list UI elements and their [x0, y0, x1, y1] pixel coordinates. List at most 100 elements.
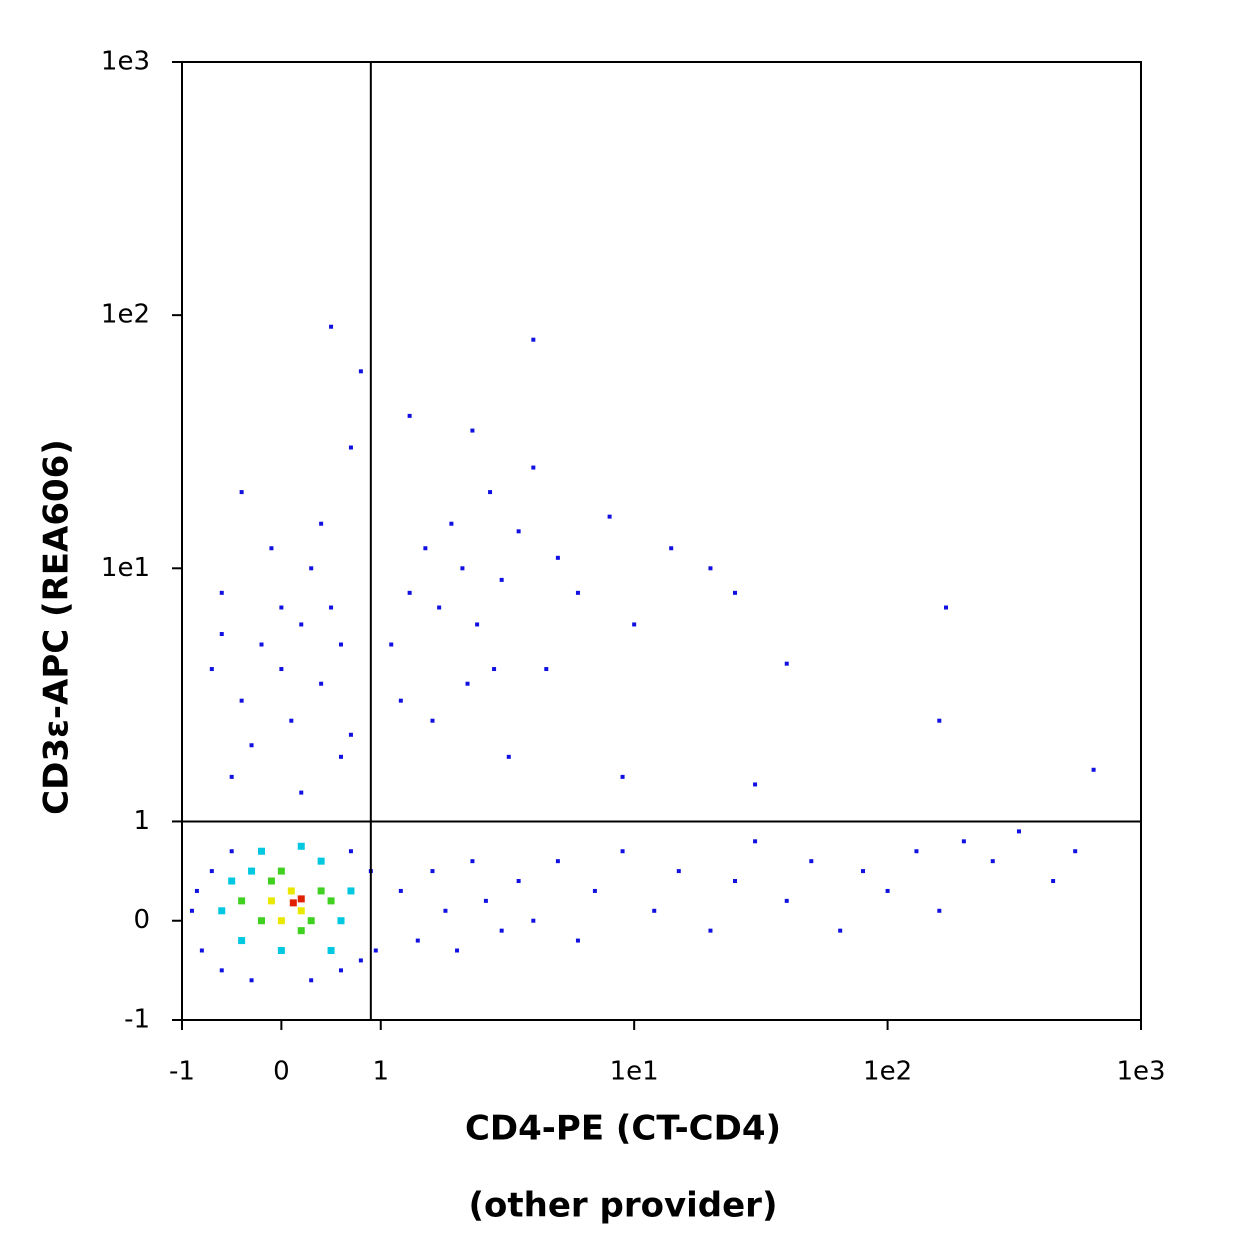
x-tick-label: 1 — [372, 1057, 389, 1087]
data-point — [229, 774, 234, 779]
data-point — [809, 859, 814, 864]
data-point — [307, 917, 315, 925]
data-point — [219, 968, 224, 973]
data-point — [506, 754, 511, 759]
data-point — [753, 839, 758, 844]
data-point — [348, 445, 353, 450]
data-point — [575, 938, 580, 943]
data-point — [258, 917, 266, 925]
data-point — [297, 927, 305, 935]
data-point — [516, 879, 521, 884]
data-point — [277, 947, 285, 955]
data-point — [455, 948, 460, 953]
data-point — [337, 917, 345, 925]
data-point — [499, 928, 504, 933]
data-point — [531, 337, 536, 342]
data-point — [259, 642, 264, 647]
data-point — [407, 413, 412, 418]
data-point — [277, 917, 285, 925]
data-point — [239, 698, 244, 703]
data-point — [317, 887, 325, 895]
data-point — [249, 978, 254, 983]
data-point — [437, 605, 442, 610]
data-point — [248, 867, 256, 875]
y-tick-label: -1 — [124, 1005, 150, 1035]
data-point — [885, 888, 890, 893]
x-tick-label: -1 — [169, 1057, 195, 1087]
data-point — [398, 698, 403, 703]
data-point — [339, 642, 344, 647]
data-point — [373, 948, 378, 953]
data-point — [209, 667, 214, 672]
data-point — [289, 718, 294, 723]
data-point — [238, 897, 246, 905]
data-point — [488, 490, 493, 495]
data-point — [733, 590, 738, 595]
data-point — [309, 566, 314, 571]
data-point — [544, 667, 549, 672]
data-point — [277, 867, 285, 875]
data-point — [733, 879, 738, 884]
data-point — [319, 521, 324, 526]
data-point — [415, 938, 420, 943]
y-tick-label: 1e1 — [101, 553, 150, 583]
data-point — [575, 590, 580, 595]
data-point — [555, 859, 560, 864]
data-point — [620, 849, 625, 854]
data-point — [329, 324, 334, 329]
data-point — [784, 661, 789, 666]
data-point — [267, 877, 275, 885]
data-point — [652, 908, 657, 913]
data-point — [267, 897, 275, 905]
data-point — [990, 859, 995, 864]
y-tick-label: 0 — [133, 905, 150, 935]
data-point — [229, 849, 234, 854]
plot-frame — [181, 61, 1142, 1021]
data-point — [287, 887, 295, 895]
data-point — [607, 514, 612, 519]
data-point — [228, 877, 236, 885]
data-point — [914, 849, 919, 854]
data-point — [258, 847, 266, 855]
data-point — [669, 546, 674, 551]
data-point — [269, 546, 274, 551]
data-point — [299, 790, 304, 795]
data-point — [708, 928, 713, 933]
data-point — [838, 928, 843, 933]
data-point — [219, 632, 224, 637]
data-point — [470, 859, 475, 864]
data-point — [279, 605, 284, 610]
data-point — [339, 968, 344, 973]
data-point — [289, 899, 297, 907]
data-point — [194, 888, 199, 893]
data-point — [937, 718, 942, 723]
data-point — [347, 887, 355, 895]
data-point — [592, 888, 597, 893]
data-point — [961, 839, 966, 844]
data-point — [943, 605, 948, 610]
data-point — [430, 718, 435, 723]
y-tick-label: 1e3 — [101, 47, 150, 77]
data-point — [475, 622, 480, 627]
data-point — [339, 754, 344, 759]
data-point — [249, 743, 254, 748]
y-tick-label: 1 — [133, 806, 150, 836]
data-point — [449, 521, 454, 526]
y-axis-label: CD3ε-APC (REA606) — [37, 439, 77, 815]
data-point — [297, 895, 305, 903]
data-point — [1073, 849, 1078, 854]
data-point — [239, 490, 244, 495]
data-point — [499, 577, 504, 582]
data-point — [1051, 879, 1056, 884]
data-point — [460, 566, 465, 571]
data-point — [430, 869, 435, 874]
data-point — [398, 888, 403, 893]
data-point — [531, 918, 536, 923]
y-tick-label: 1e2 — [101, 300, 150, 330]
data-point — [238, 937, 246, 945]
data-point — [632, 622, 637, 627]
x-axis-label: CD4-PE (CT-CD4) — [465, 1109, 781, 1149]
data-point — [555, 555, 560, 560]
